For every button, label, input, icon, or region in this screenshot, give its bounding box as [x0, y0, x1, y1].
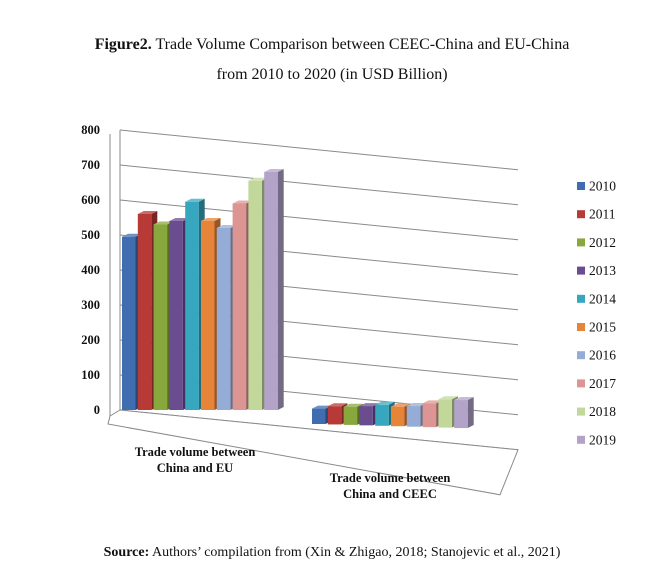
bar-top-2019-0 — [264, 169, 284, 172]
bar-2019-1 — [454, 400, 468, 429]
bar-top-2014-0 — [185, 198, 205, 202]
y-tick-label-600: 600 — [81, 193, 100, 207]
legend-label-2010: 2010 — [589, 179, 616, 194]
bar-side-2019-0 — [277, 169, 284, 410]
bar-top-2012-0 — [153, 221, 174, 225]
y-tick-label-200: 200 — [81, 333, 100, 347]
legend-swatch-2015 — [577, 323, 585, 331]
chart-floor — [107, 409, 519, 496]
legend-swatch-2017 — [577, 379, 585, 388]
legend-label-2018: 2018 — [589, 404, 616, 419]
category-label-eu: Trade volume between China and EU — [95, 444, 295, 476]
category-label-eu-line1: Trade volume between — [134, 445, 256, 459]
bar-top-2015-1 — [391, 403, 411, 407]
legend-label-2012: 2012 — [589, 235, 616, 250]
bar-top-2018-1 — [438, 396, 458, 400]
legend-label-2011: 2011 — [589, 207, 616, 222]
bar-side-2019-1 — [467, 397, 474, 429]
bar-top-2011-0 — [137, 211, 158, 214]
bar-2014-0 — [185, 201, 199, 410]
bar-2015-1 — [391, 406, 405, 427]
legend-swatch-2013 — [577, 266, 585, 275]
legend-label-2014: 2014 — [589, 291, 616, 306]
bar-top-2010-1 — [312, 405, 332, 409]
category-label-eu-line2: China and EU — [156, 461, 234, 475]
bar-top-2018-0 — [248, 177, 268, 181]
bar-2013-0 — [169, 221, 183, 410]
bar-top-2013-1 — [359, 403, 379, 407]
y-tick-label-0: 0 — [94, 403, 100, 417]
bar-2011-0 — [137, 214, 152, 410]
source-note: Source: Authors’ compilation from (Xin &… — [0, 545, 664, 561]
legend-label-2016: 2016 — [589, 348, 616, 363]
bar-2010-1 — [312, 408, 326, 424]
bar-2018-0 — [248, 180, 262, 410]
source-label: Source: — [103, 545, 150, 560]
y-tick-label-400: 400 — [81, 263, 100, 277]
bar-2016-0 — [216, 228, 231, 410]
legend-label-2013: 2013 — [589, 263, 616, 278]
bar-2019-0 — [264, 172, 278, 410]
legend-label-2019: 2019 — [589, 432, 616, 447]
bar-2012-0 — [153, 224, 168, 410]
bar-2010-0 — [122, 236, 136, 410]
bar-2018-1 — [438, 399, 452, 428]
legend-swatch-2011 — [577, 210, 585, 219]
legend-swatch-2018 — [577, 407, 585, 416]
category-label-ceec-line2: China and CEEC — [343, 487, 437, 501]
bar-2017-0 — [232, 203, 247, 410]
y-tick-label-800: 800 — [81, 123, 100, 137]
bar-top-2015-0 — [201, 218, 221, 221]
bar-top-2016-0 — [216, 225, 237, 228]
bar-top-2017-0 — [232, 200, 253, 204]
bar-top-2017-1 — [422, 400, 443, 404]
bar-2012-1 — [343, 406, 358, 425]
legend-swatch-2012 — [577, 238, 585, 247]
figure-title-line2: from 2010 to 2020 (in USD Billion) — [216, 66, 448, 83]
bar-2016-1 — [406, 406, 421, 427]
y-tick-label-300: 300 — [81, 298, 100, 312]
y-tick-label-700: 700 — [81, 158, 100, 172]
bar-top-2012-1 — [343, 403, 364, 407]
legend-label-2017: 2017 — [589, 376, 616, 391]
gridline-700 — [119, 164, 519, 206]
legend-swatch-2019 — [577, 435, 585, 444]
gridline-800 — [119, 129, 519, 171]
source-text: Authors’ compilation from (Xin & Zhigao,… — [151, 545, 561, 560]
bar-top-2010-0 — [122, 233, 142, 237]
figure-title-line1: Figure2. Trade Volume Comparison between… — [0, 36, 664, 54]
category-label-ceec-line1: Trade volume between — [329, 471, 451, 485]
bar-top-2014-1 — [375, 401, 395, 405]
legend-swatch-2014 — [577, 294, 585, 303]
figure-label: Figure2. — [94, 36, 152, 53]
legend-swatch-2010 — [577, 182, 585, 190]
bar-top-2013-0 — [169, 218, 189, 221]
bar-2017-1 — [422, 403, 437, 428]
y-tick-label-100: 100 — [81, 368, 100, 382]
bar-2014-1 — [375, 404, 389, 426]
bar-top-2019-1 — [454, 397, 474, 401]
category-label-ceec: Trade volume between China and CEEC — [290, 470, 490, 502]
bar-2013-1 — [359, 406, 373, 426]
y-tick-label-500: 500 — [81, 228, 100, 242]
bar-top-2016-1 — [406, 403, 427, 407]
figure-title-text: Trade Volume Comparison between CEEC-Chi… — [155, 36, 570, 53]
legend-swatch-2016 — [577, 351, 585, 360]
bar-top-2011-1 — [327, 403, 348, 407]
bar-2011-1 — [327, 406, 342, 425]
bar-2015-0 — [201, 221, 215, 410]
legend-label-2015: 2015 — [589, 320, 616, 335]
